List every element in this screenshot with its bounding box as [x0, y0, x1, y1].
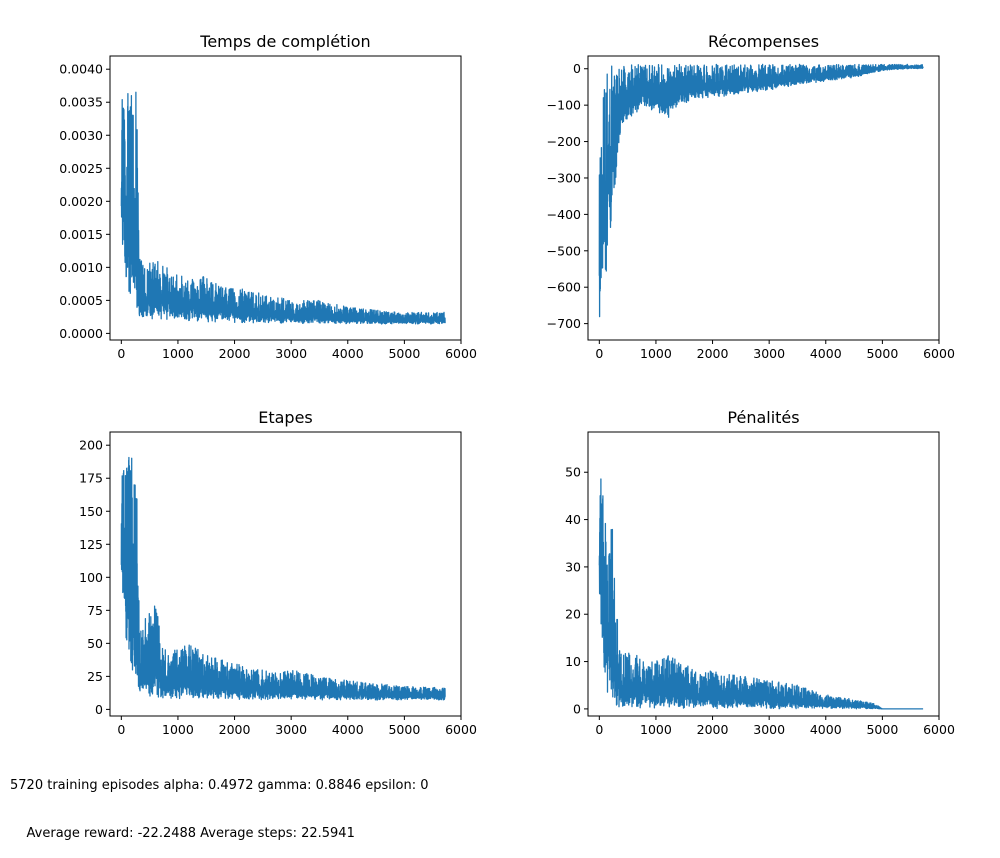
x-tick-label: 5000: [388, 346, 420, 361]
x-tick-label: 1000: [162, 722, 194, 737]
x-tick-label: 2000: [219, 722, 251, 737]
y-tick-label: 0.0005: [59, 293, 103, 308]
subplot-penalties: Pénalités 0 1000 2000 3000 4000 5000 6000 0 10 20…: [565, 408, 955, 737]
y-tick-label: 0.0035: [59, 95, 103, 110]
y-tick-label: −300: [547, 170, 581, 185]
y-tick-label: 20: [565, 607, 581, 622]
y-tick-label: −400: [547, 207, 581, 222]
x-tick-label: 5000: [388, 722, 420, 737]
x-tick-label: 3000: [275, 346, 307, 361]
x-tick-label: 0: [117, 722, 125, 737]
axes-frame: [109, 431, 462, 717]
subplot-completion-time: Temps de complétion 0 1000 2000 3000 4000 500…: [59, 32, 477, 361]
y-tick-label: 30: [565, 559, 581, 574]
series-line: [598, 63, 924, 318]
y-tick-label: 0: [573, 61, 581, 76]
axes-frame: [587, 431, 940, 717]
y-tick-label: −200: [547, 134, 581, 149]
y-tick-label: 175: [79, 471, 103, 486]
figure: Temps de complétion 0 1000 2000 3000 4000 500…: [59, 32, 955, 737]
y-tick-label: 75: [87, 603, 103, 618]
x-tick-label: 0: [595, 346, 603, 361]
x-tick-label: 5000: [866, 722, 898, 737]
y-tick-label: −500: [547, 243, 581, 258]
y-tick-label: 125: [79, 537, 103, 552]
x-tick-label: 0: [595, 722, 603, 737]
x-tick-label: 5000: [866, 346, 898, 361]
y-tick-label: 0.0010: [59, 260, 103, 275]
series-line: [120, 91, 446, 325]
y-tick-label: 40: [565, 512, 581, 527]
x-tick-label: 6000: [445, 722, 477, 737]
y-tick-label: 10: [565, 654, 581, 669]
x-tick-label: 4000: [810, 722, 842, 737]
x-tick-label: 1000: [640, 346, 672, 361]
y-tick-label: 200: [79, 438, 103, 453]
y-tick-label: 25: [87, 669, 103, 684]
y-tick-label: −700: [547, 316, 581, 331]
subplot-title: Temps de complétion: [199, 32, 370, 51]
y-tick-label: 0: [573, 701, 581, 716]
subplot-steps: Etapes 0 1000 2000 3000 4000 5000 6000 0 25 50 75 1…: [79, 408, 477, 737]
y-tick-label: 0.0020: [59, 194, 103, 209]
y-tick-label: 50: [565, 465, 581, 480]
x-tick-label: 1000: [640, 722, 672, 737]
series-line: [598, 478, 924, 710]
x-tick-label: 2000: [697, 722, 729, 737]
subplot-title: Etapes: [258, 408, 313, 427]
training-summary-line-2: Average reward: -22.2488 Average steps: …: [10, 826, 355, 841]
x-tick-label: 6000: [923, 346, 955, 361]
x-tick-label: 1000: [162, 346, 194, 361]
x-tick-label: 4000: [332, 346, 364, 361]
y-tick-label: 0.0040: [59, 62, 103, 77]
training-summary-line-1: 5720 training episodes alpha: 0.4972 gam…: [10, 778, 429, 793]
subplot-title: Pénalités: [727, 408, 799, 427]
subplot-title: Récompenses: [708, 32, 819, 51]
subplot-rewards: Récompenses 0 1000 2000 3000 4000 5000 6000 0 −1…: [547, 32, 955, 361]
y-tick-label: −100: [547, 98, 581, 113]
x-tick-label: 3000: [275, 722, 307, 737]
y-tick-label: 150: [79, 504, 103, 519]
x-tick-label: 4000: [810, 346, 842, 361]
training-summary: 5720 training episodes alpha: 0.4972 gam…: [10, 746, 429, 858]
y-tick-label: 0.0030: [59, 128, 103, 143]
y-tick-label: 0.0025: [59, 161, 103, 176]
y-tick-label: 50: [87, 636, 103, 651]
x-tick-label: 4000: [332, 722, 364, 737]
x-tick-label: 3000: [753, 346, 785, 361]
axes-frame: [109, 55, 462, 341]
axes-frame: [587, 55, 940, 341]
y-tick-label: −600: [547, 280, 581, 295]
x-tick-label: 2000: [219, 346, 251, 361]
x-tick-label: 6000: [445, 346, 477, 361]
y-tick-label: 0.0000: [59, 326, 103, 341]
x-tick-label: 0: [117, 346, 125, 361]
y-tick-label: 100: [79, 570, 103, 585]
x-tick-label: 6000: [923, 722, 955, 737]
series-line: [120, 456, 446, 701]
x-tick-label: 3000: [753, 722, 785, 737]
y-tick-label: 0.0015: [59, 227, 103, 242]
y-tick-label: 0: [95, 702, 103, 717]
x-tick-label: 2000: [697, 346, 729, 361]
